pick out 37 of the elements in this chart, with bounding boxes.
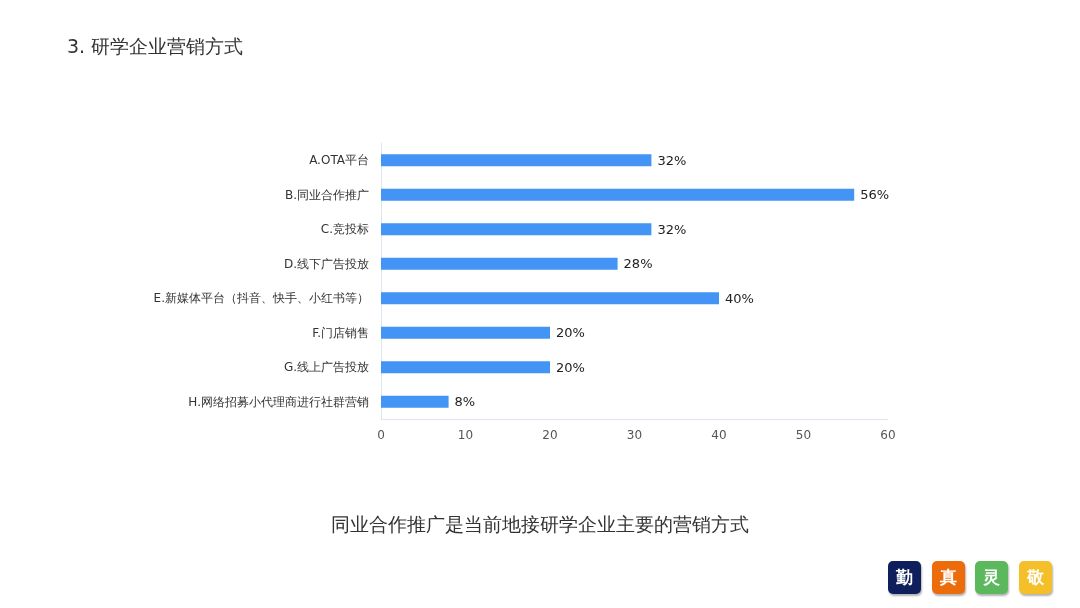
- y-tick-label: E.新媒体平台（抖音、快手、小红书等）: [153, 291, 369, 306]
- y-tick-label: A.OTA平台: [309, 153, 369, 168]
- bar: [381, 292, 719, 305]
- y-tick-label: D.线下广告投放: [283, 256, 369, 271]
- x-tick-label: 50: [795, 428, 812, 442]
- y-tick-label: H.网络招募小代理商进行社群营销: [188, 394, 369, 409]
- text: 同业合作推广是当前地接研学企业主要的营销方式: [331, 512, 749, 535]
- x-tick-label: 40: [711, 428, 727, 442]
- y-tick-label: F.门店销售: [312, 325, 369, 340]
- y-tick-label: C.竞投标: [320, 222, 369, 237]
- data-label: 20%: [556, 359, 585, 375]
- y-tick-label: G.线上广告投放: [283, 360, 369, 375]
- x-tick-label: 0: [377, 428, 385, 442]
- x-tick-label: 10: [457, 428, 474, 442]
- data-label: 56%: [860, 187, 890, 203]
- bar: [381, 361, 550, 374]
- bar: [381, 154, 652, 167]
- y-tick-label: B.同业合作推广: [284, 187, 369, 202]
- x-tick-label: 60: [880, 428, 896, 442]
- character-tile: 敬: [1018, 561, 1052, 594]
- bar: [381, 395, 449, 408]
- bar: [381, 188, 855, 201]
- data-label: 20%: [556, 325, 585, 341]
- text: 3. 研学企业营销方式: [67, 34, 244, 57]
- character-tile: 灵: [975, 561, 1008, 594]
- data-label: 40%: [725, 290, 754, 306]
- bar: [381, 326, 550, 339]
- bar: [381, 223, 652, 236]
- character-tile: 勤: [888, 561, 921, 594]
- character-tile: 真: [931, 561, 965, 594]
- x-tick-label: 30: [626, 428, 643, 442]
- bar: [381, 257, 618, 270]
- data-label: 28%: [623, 256, 653, 272]
- data-label: 32%: [657, 221, 687, 237]
- data-label: 32%: [657, 152, 687, 168]
- x-tick-label: 20: [542, 428, 558, 442]
- data-label: 8%: [454, 394, 476, 410]
